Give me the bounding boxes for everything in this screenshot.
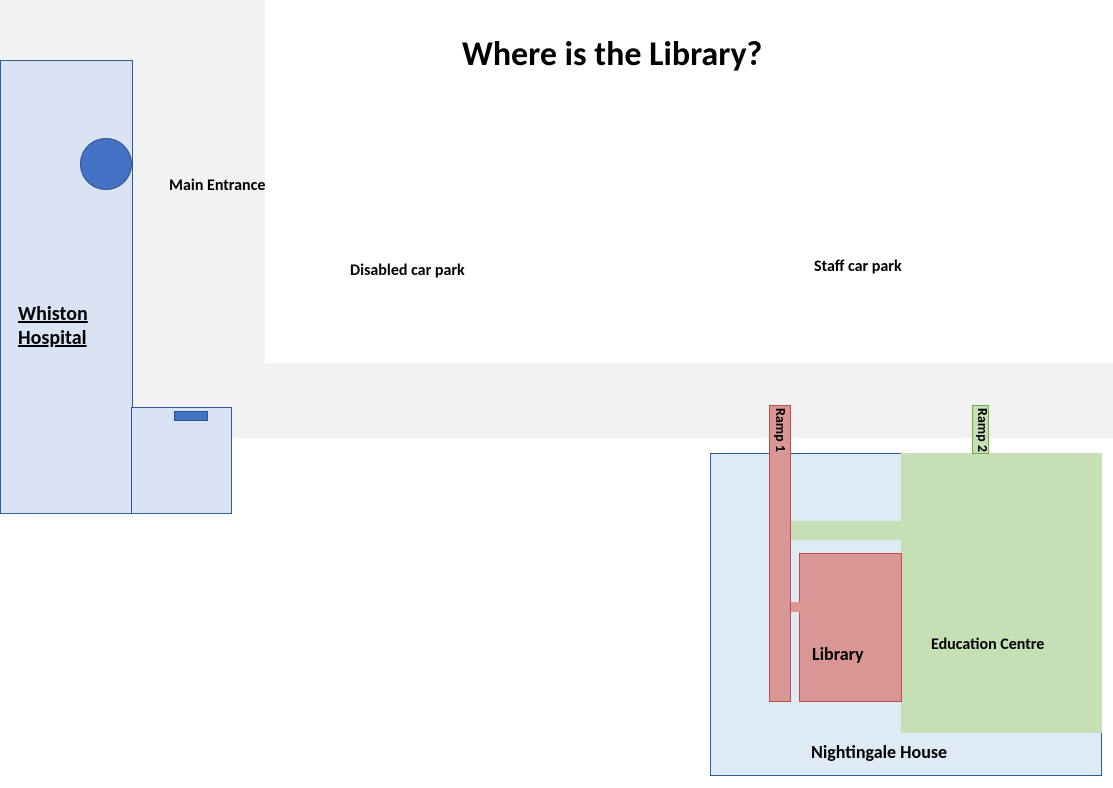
grey-area-band [131, 363, 1113, 438]
map-diagram: Where is the Library? Main Entrance Whis… [0, 0, 1113, 788]
education-centre-block [901, 453, 1102, 733]
whiston-hospital-block [0, 60, 133, 514]
ramp-2-label: Ramp 2 [973, 408, 990, 452]
corridor-band [785, 521, 902, 540]
main-entrance-label: Main Entrance [169, 176, 265, 195]
main-entrance-icon [80, 138, 132, 190]
whiston-hospital-label: Whiston Hospital [18, 302, 88, 350]
staff-carpark-label: Staff car park [814, 257, 902, 276]
disabled-carpark-label: Disabled car park [350, 261, 465, 280]
education-centre-label: Education Centre [931, 635, 1044, 654]
page-title: Where is the Library? [462, 34, 762, 75]
library-block [799, 553, 902, 702]
door-marker [174, 411, 208, 421]
ramp-1-label: Ramp 1 [771, 408, 788, 452]
whiston-hospital-extension [131, 407, 232, 514]
nightingale-house-label: Nightingale House [811, 742, 947, 764]
library-label: Library [812, 644, 864, 666]
